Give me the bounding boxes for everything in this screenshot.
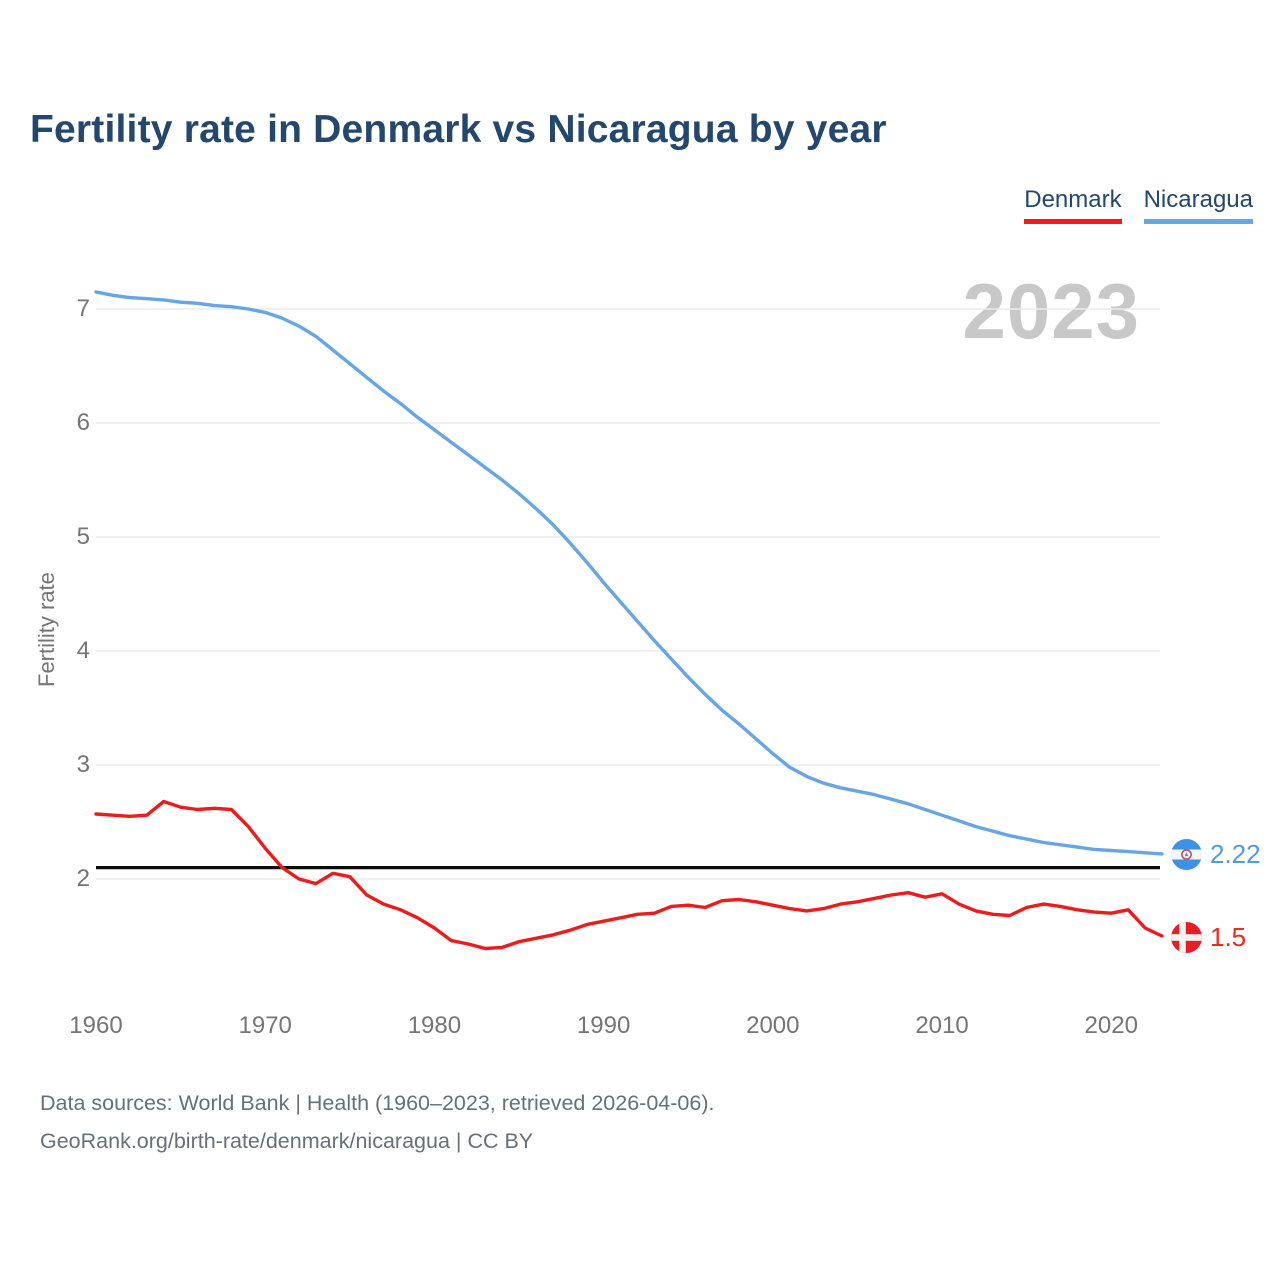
gridlines <box>96 308 1160 880</box>
x-tick-2010: 2010 <box>915 1012 969 1039</box>
nicaragua-flag-icon <box>1171 839 1202 870</box>
x-tick-2000: 2000 <box>746 1012 800 1039</box>
page-title: Fertility rate in Denmark vs Nicaragua b… <box>30 108 887 151</box>
denmark-flag-icon <box>1171 922 1202 953</box>
legend-item-denmark[interactable]: Denmark <box>1024 186 1122 228</box>
y-tick-7: 7 <box>76 295 90 322</box>
denmark-value: 1.5 <box>1210 922 1247 952</box>
nicaragua-value: 2.22 <box>1210 839 1261 869</box>
x-tick-1960: 1960 <box>69 1012 123 1039</box>
nicaragua-series-line <box>94 290 1164 856</box>
legend-label-nicaragua: Nicaragua <box>1143 186 1253 224</box>
y-tick-3: 3 <box>76 751 90 778</box>
x-tick-1980: 1980 <box>407 1012 462 1039</box>
legend-label-denmark: Denmark <box>1024 186 1122 224</box>
y-tick-6: 6 <box>76 409 90 436</box>
footer: Data sources: World Bank | Health (1960–… <box>40 1084 714 1160</box>
x-tick-2020: 2020 <box>1084 1012 1138 1039</box>
y-tick-5: 5 <box>76 523 90 550</box>
year-watermark: 2023 <box>962 267 1140 355</box>
x-tick-1990: 1990 <box>576 1012 631 1039</box>
denmark-series-line <box>94 799 1164 951</box>
y-tick-2: 2 <box>76 865 90 892</box>
nicaragua-end-label: 2.22 <box>1170 838 1261 871</box>
y-tick-4: 4 <box>76 637 90 664</box>
legend-item-nicaragua[interactable]: Nicaragua <box>1143 186 1253 228</box>
x-tick-1970: 1970 <box>238 1012 292 1039</box>
denmark-end-label: 1.5 <box>1170 921 1246 954</box>
legend: Denmark Nicaragua <box>1024 186 1253 228</box>
footer-sources-line: Data sources: World Bank | Health (1960–… <box>40 1091 715 1115</box>
footer-url-line: GeoRank.org/birth-rate/denmark/nicaragua… <box>40 1129 534 1153</box>
